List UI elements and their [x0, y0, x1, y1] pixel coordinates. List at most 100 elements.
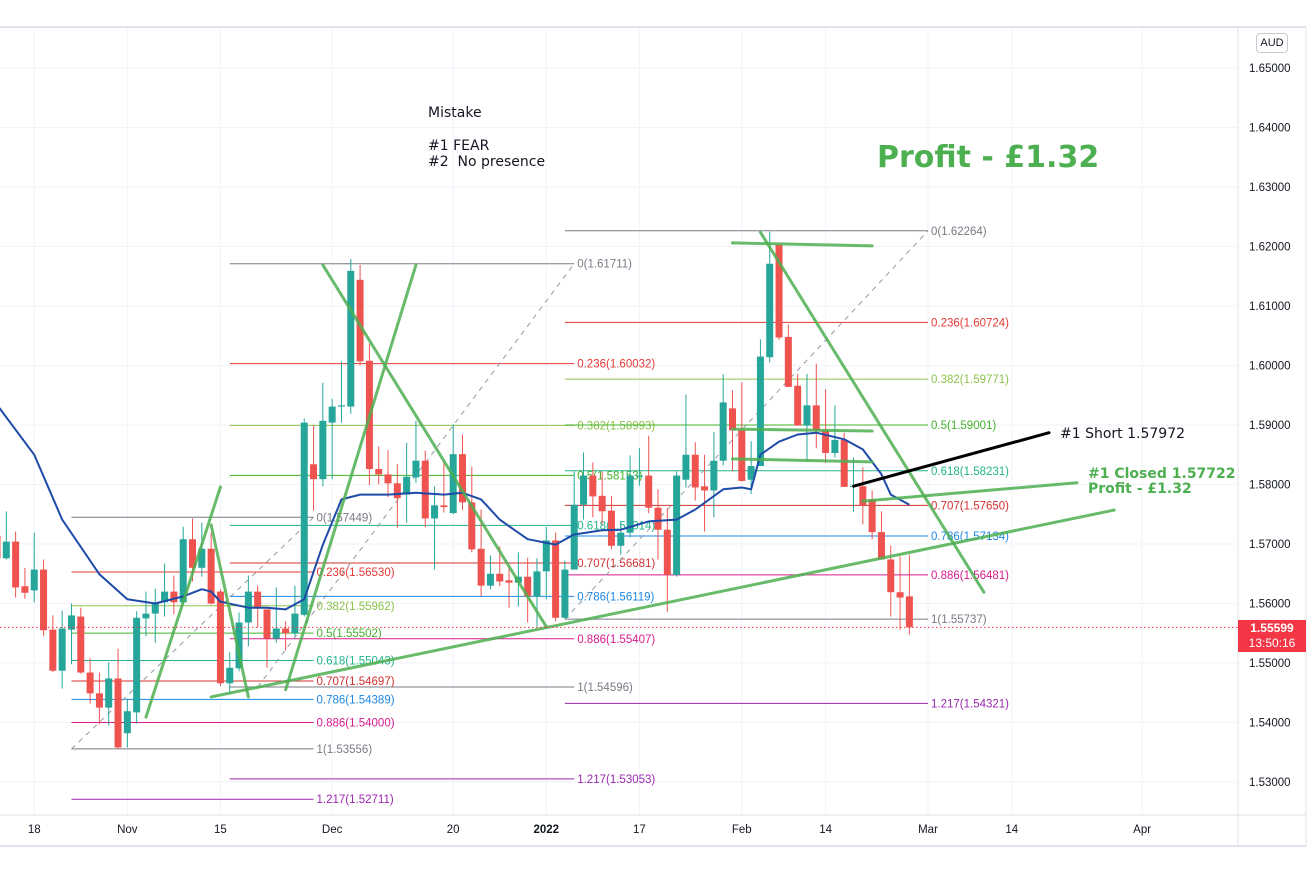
candle [570, 471, 578, 570]
trendline[interactable] [209, 523, 250, 699]
candle [310, 425, 318, 511]
candle [67, 603, 75, 665]
annotation-profit-big[interactable]: Profit - £1.32 [877, 140, 1100, 175]
fibonacci-retracement[interactable]: 0(1.57449) 0.236(1.56530) 0.382(1.55962) 0.… [71, 512, 395, 806]
candle [300, 418, 308, 617]
trendlines[interactable] [144, 230, 1116, 719]
candle-body [216, 591, 224, 684]
candle [105, 662, 113, 726]
fib-level-label: 0.236(1.56530) [317, 567, 395, 579]
short-entry-line[interactable] [852, 431, 1051, 488]
candle [691, 442, 699, 501]
candle [384, 449, 392, 497]
annotation-mistake-2[interactable]: #2 No presence [428, 154, 546, 170]
candle-body [803, 405, 811, 426]
annotation-mistake-1[interactable]: #1 FEAR [428, 138, 490, 154]
candle [179, 526, 187, 605]
trendline[interactable] [730, 457, 874, 464]
trendline[interactable] [861, 481, 1079, 503]
candle-body [254, 591, 262, 609]
trendline[interactable] [209, 508, 1116, 699]
time-tick-label: 18 [28, 824, 41, 836]
trendline[interactable] [730, 427, 874, 433]
candle [226, 652, 234, 695]
candle [12, 531, 20, 598]
annotation-mistake-title[interactable]: Mistake [428, 105, 482, 121]
trendline[interactable] [730, 241, 874, 248]
fib-level-label: 1(1.55737) [931, 614, 987, 626]
fibonacci-retracement[interactable]: 0(1.62264) 0.236(1.60724) 0.382(1.59771) 0.… [564, 226, 1009, 711]
candle-body [161, 591, 169, 603]
candle-body [412, 460, 420, 478]
fib-level-label: 0(1.57449) [317, 512, 373, 524]
price-tick-label: 1.59000 [1249, 420, 1291, 432]
candle-body [347, 270, 355, 407]
fib-level-label: 0.618(1.58231) [931, 466, 1009, 478]
candle [142, 591, 150, 637]
price-axis[interactable]: 1.53000 1.54000 1.55000 1.56000 1.57000 1.580… [1249, 63, 1291, 789]
candle-body [840, 439, 848, 487]
candle-body [0, 535, 1, 559]
candle [598, 471, 606, 525]
plot-area[interactable]: 0(1.57449) 0.236(1.56530) 0.382(1.55962) 0.… [0, 226, 1238, 806]
candle [896, 556, 904, 630]
candle-body [319, 420, 327, 480]
candle [244, 575, 252, 647]
candle [2, 511, 10, 560]
candle [393, 464, 401, 528]
moving-average [0, 407, 910, 611]
candle-body [114, 678, 122, 748]
candle-body [356, 279, 364, 362]
candle-body [524, 576, 532, 597]
trendline[interactable] [144, 485, 222, 719]
candle [412, 420, 420, 483]
candle [161, 563, 169, 617]
candle [375, 446, 383, 485]
trendline[interactable] [321, 263, 548, 629]
candle-body [738, 430, 746, 481]
fib-level-label: 0.707(1.56681) [577, 558, 655, 570]
fibonacci-retracement[interactable]: 0(1.61711) 0.236(1.60032) 0.382(1.58993) 0.… [229, 259, 656, 786]
currency-badge[interactable]: AUD [1256, 33, 1288, 53]
fib-level-label: 0.382(1.58993) [577, 420, 655, 432]
candle [868, 490, 876, 540]
annotation-short[interactable]: #1 Short 1.57972 [1060, 426, 1186, 442]
price-tick-label: 1.61000 [1249, 301, 1291, 313]
candle [486, 555, 494, 590]
fib-level-label: 0.707(1.57650) [931, 500, 1009, 512]
candle [756, 339, 764, 467]
candle-body [486, 573, 494, 586]
time-axis[interactable]: 18 Nov 15 Dec 20 2022 17 Feb 14 Mar 14 Apr [28, 824, 1151, 836]
candle [645, 435, 653, 514]
candle-body [198, 548, 206, 568]
trendline[interactable] [284, 263, 418, 692]
trendline[interactable] [758, 230, 986, 594]
candle-body [142, 613, 150, 619]
candle-body [552, 540, 560, 618]
annotation-closed[interactable]: #1 Closed 1.57722 Profit - £1.32 [1088, 467, 1236, 497]
candle-body [617, 532, 625, 546]
candle-body [877, 532, 885, 560]
time-tick-label: Mar [918, 824, 938, 836]
candle [151, 588, 159, 643]
candle [123, 698, 131, 748]
fib-level-label: 1.217(1.53053) [577, 774, 655, 786]
price-tick-label: 1.63000 [1249, 182, 1291, 194]
fib-level-label: 1(1.53556) [317, 744, 373, 756]
price-tick-label: 1.53000 [1249, 777, 1291, 789]
candle-body [207, 548, 215, 604]
candle-body [822, 430, 830, 453]
candle [784, 324, 792, 387]
last-price-value: 1.55599 [1250, 621, 1294, 635]
grid [0, 28, 1238, 815]
candle-body [384, 474, 392, 484]
candle-body [812, 405, 820, 431]
candle [635, 448, 643, 486]
fib-level-label: 0.5(1.55502) [317, 628, 382, 640]
price-tick-label: 1.54000 [1249, 718, 1291, 730]
fibonacci-retracements[interactable]: 0(1.57449) 0.236(1.56530) 0.382(1.55962) 0.… [71, 226, 1009, 806]
candle-body [868, 499, 876, 533]
candle-body [30, 569, 38, 591]
price-tick-label: 1.56000 [1249, 599, 1291, 611]
